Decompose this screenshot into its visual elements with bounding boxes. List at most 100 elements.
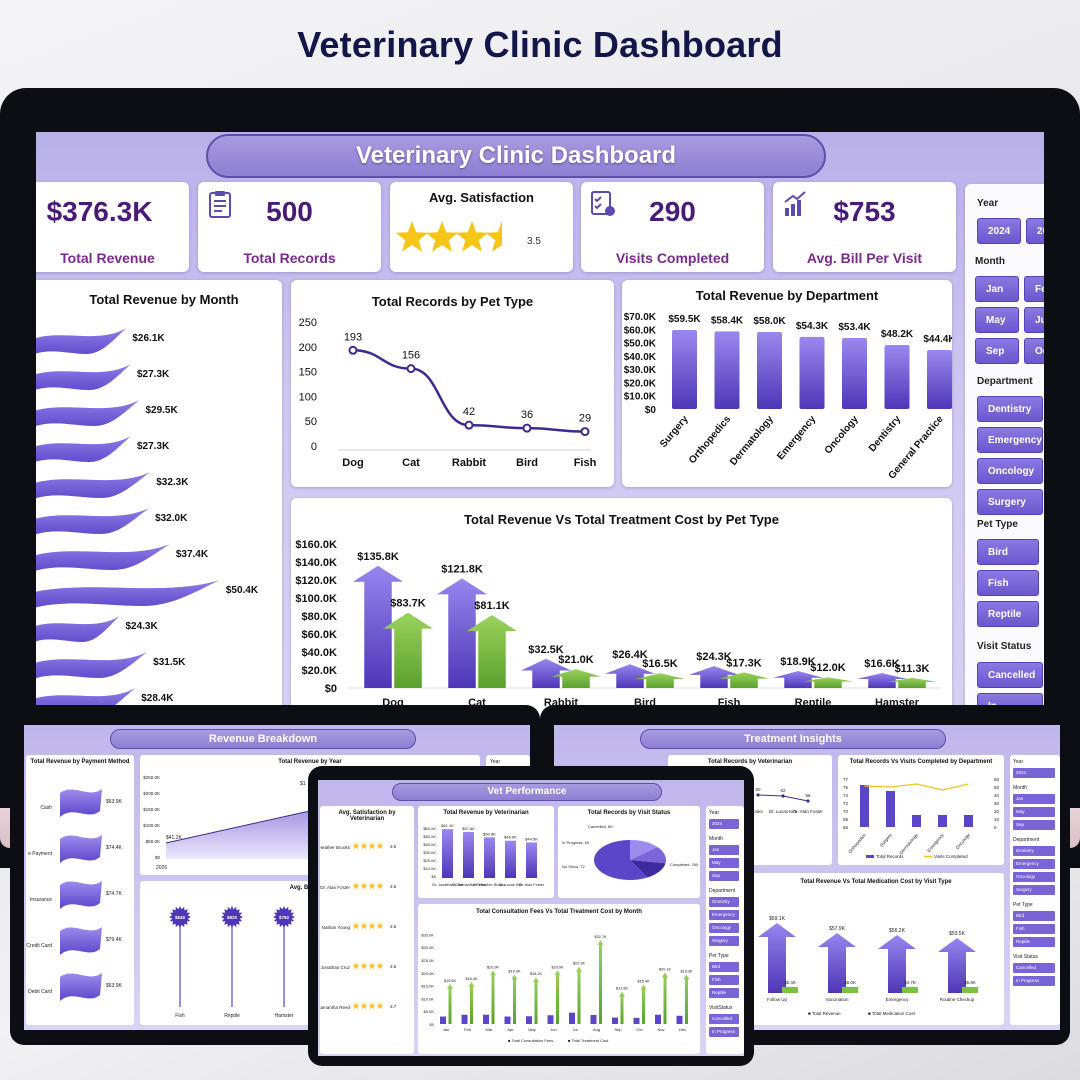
dept-records-bar bbox=[912, 815, 921, 827]
satisfaction-star-icon bbox=[368, 842, 376, 850]
cost-value-label: $11.3K bbox=[895, 663, 930, 675]
slicer-button[interactable]: Cancelled bbox=[709, 1014, 739, 1024]
slicer-month-jun[interactable]: Ju bbox=[1024, 307, 1044, 333]
slicer-month-sep[interactable]: Sep bbox=[975, 338, 1019, 364]
department-label: Surgery bbox=[658, 414, 691, 450]
y-tick-label: $30.0K bbox=[624, 365, 657, 376]
satisfaction-star-icon bbox=[368, 882, 376, 890]
slicer-pet-fish[interactable]: Fish bbox=[977, 570, 1039, 596]
slicer-button[interactable]: In Progress bbox=[1013, 976, 1055, 986]
slicer-dept-emergency[interactable]: Emergency bbox=[977, 427, 1043, 453]
slicer-month-may[interactable]: May bbox=[975, 307, 1019, 333]
slicer-button[interactable]: Dentistry bbox=[709, 897, 739, 907]
slicer-dept-oncology[interactable]: Oncology bbox=[977, 458, 1043, 484]
slicer-button[interactable]: May bbox=[709, 858, 739, 868]
month-bar bbox=[36, 436, 131, 462]
satisfaction-star-icon bbox=[352, 1002, 360, 1010]
slicer-button[interactable]: Cancelled bbox=[1013, 963, 1055, 973]
satisfaction-star-icon bbox=[360, 1002, 368, 1010]
y-tick-label: 74 bbox=[843, 793, 849, 798]
slicer-button[interactable]: Reptile bbox=[709, 988, 739, 998]
revenue-arrow bbox=[857, 673, 907, 688]
slicer-button[interactable]: Surgery bbox=[1013, 885, 1055, 895]
y2-tick-label: 60 bbox=[994, 777, 1000, 782]
monthly-fees-card: Total Consultation Fees Vs Total Treatme… bbox=[418, 904, 700, 1054]
slicer-button[interactable]: Jan bbox=[709, 845, 739, 855]
slicer-button[interactable]: In Progress bbox=[709, 1027, 739, 1037]
records-line bbox=[352, 349, 586, 433]
slicer-button[interactable]: Reptile bbox=[1013, 937, 1055, 947]
slicer-button[interactable]: 2024 bbox=[1013, 768, 1055, 778]
satisfaction-star-icon bbox=[360, 922, 368, 930]
vet-revenue-card: Total Revenue by Veterinarian $0 $10.0K $2… bbox=[418, 806, 554, 898]
satisfaction-star-icon bbox=[352, 842, 360, 850]
slicer-button[interactable]: Bird bbox=[1013, 911, 1055, 921]
cost-label: $19.3K bbox=[508, 969, 521, 973]
cost-arrow bbox=[887, 677, 937, 688]
dept-records-bar bbox=[886, 791, 895, 827]
slicer-button[interactable]: May bbox=[1013, 807, 1055, 817]
slicer-button[interactable]: Bird bbox=[709, 962, 739, 972]
cost-label: $15.4K bbox=[637, 979, 650, 983]
vet-revenue-label: $57.6K bbox=[462, 826, 475, 831]
slicer-month-jan[interactable]: Jan bbox=[975, 276, 1019, 302]
slicer-button[interactable]: Sep bbox=[709, 871, 739, 881]
revenue-arrow bbox=[773, 670, 823, 688]
legend-label: Visits Completed bbox=[934, 854, 968, 859]
slicer-month-feb[interactable]: Fe bbox=[1024, 276, 1044, 302]
slicer-button[interactable]: Fish bbox=[1013, 924, 1055, 934]
slicer-month-oct[interactable]: Oc bbox=[1024, 338, 1044, 364]
y-tick-label: $30.0K bbox=[423, 850, 436, 855]
slicer-pet-reptile[interactable]: Reptile bbox=[977, 601, 1039, 627]
month-value-label: $32.0K bbox=[155, 513, 188, 524]
records-by-pet-card: Total Records by Pet Type 0 50 100 150 200 25… bbox=[291, 280, 614, 487]
slicer-button[interactable]: Oncology bbox=[709, 923, 739, 933]
month-label: Jan bbox=[443, 1027, 449, 1032]
y-tick-label: $0 bbox=[155, 855, 161, 860]
dashboard-title: Veterinary Clinic Dashboard bbox=[206, 134, 826, 178]
slicer-status-cancelled[interactable]: Cancelled bbox=[977, 662, 1043, 688]
bill-label: Hamster bbox=[275, 1013, 294, 1019]
slicer-button[interactable]: Jan bbox=[1013, 794, 1055, 804]
slicer-title-year: Year bbox=[977, 198, 999, 209]
status-label: No Show, 72 bbox=[562, 864, 585, 869]
slicer-year-next[interactable]: 20 bbox=[1026, 218, 1044, 244]
slicer-button[interactable]: Fish bbox=[709, 975, 739, 985]
med-cost-label: $5.8K bbox=[964, 980, 976, 985]
slicer-dept-dentistry[interactable]: Dentistry bbox=[977, 396, 1043, 422]
slicer-title: Pet Type bbox=[1013, 902, 1033, 908]
slicer-button[interactable]: Sep bbox=[1013, 820, 1055, 830]
kpi-label: Total Records bbox=[243, 250, 336, 266]
slicer-title: Year bbox=[490, 759, 501, 765]
month-value-label: $32.3K bbox=[156, 477, 189, 488]
y-tick-label: 72 bbox=[843, 801, 849, 806]
slicer-button[interactable]: Oncology bbox=[1013, 872, 1055, 882]
cost-label: $22.3K bbox=[573, 962, 586, 966]
department-value-label: $59.5K bbox=[668, 314, 701, 325]
cost-label: $20.1K bbox=[659, 967, 672, 971]
satisfaction-value: 3.5 bbox=[390, 844, 397, 849]
slicer-button[interactable]: Surgery bbox=[709, 936, 739, 946]
bill-value: $849 bbox=[175, 915, 186, 920]
satisfaction-star-icon bbox=[376, 1002, 384, 1010]
revenue-value-label: $121.8K bbox=[441, 563, 483, 575]
y-tick-label: 66 bbox=[843, 825, 849, 830]
cost-arrow bbox=[635, 673, 685, 688]
fees-bar bbox=[526, 1016, 532, 1024]
slicer-year-2024[interactable]: 2024 bbox=[977, 218, 1021, 244]
fees-bar bbox=[590, 1015, 597, 1024]
slicer-pet-bird[interactable]: Bird bbox=[977, 539, 1039, 565]
slicer-dept-surgery[interactable]: Surgery bbox=[977, 489, 1043, 515]
y-tick-label: 100 bbox=[299, 391, 317, 403]
slicer-button[interactable]: Emergency bbox=[1013, 859, 1055, 869]
dept-label: Surgery bbox=[879, 832, 893, 848]
growth-chart-icon bbox=[784, 191, 806, 216]
slicer-button[interactable]: Dentistry bbox=[1013, 846, 1055, 856]
slicer-button[interactable]: 2024 bbox=[709, 819, 739, 829]
slicer-title-month: Month bbox=[975, 256, 1005, 267]
status-label: Completed, 290 bbox=[670, 862, 699, 867]
y-tick-label: $20.0K bbox=[421, 971, 434, 976]
year-start-label: $41.2K bbox=[166, 835, 183, 841]
slicer-button[interactable]: Emergency bbox=[709, 910, 739, 920]
cost-value-label: $21.0K bbox=[558, 654, 594, 666]
